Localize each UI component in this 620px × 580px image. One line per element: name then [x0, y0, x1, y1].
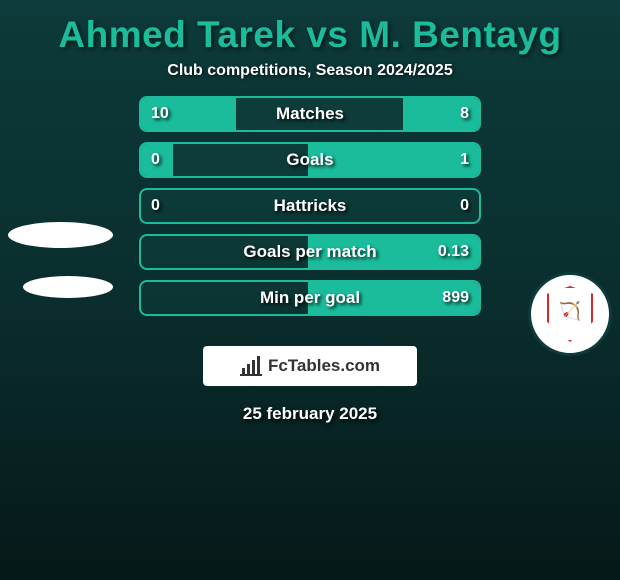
- stat-label: Goals: [286, 150, 333, 170]
- stat-left-value: 10: [151, 105, 169, 123]
- bar-chart-icon: [240, 356, 262, 376]
- placeholder-oval-icon: [23, 276, 113, 298]
- stat-right-value: 8: [460, 105, 469, 123]
- stat-label: Hattricks: [274, 196, 347, 216]
- stat-right-value: 0.13: [438, 243, 469, 261]
- comparison-container: Ahmed Tarek vs M. Bentayg Club competiti…: [0, 0, 620, 424]
- player2-badge: 🏹: [528, 272, 612, 356]
- logo-text: FcTables.com: [268, 356, 380, 376]
- stat-label: Matches: [276, 104, 344, 124]
- stat-row: Goals per match 0.13: [139, 234, 481, 270]
- stat-row: Min per goal 899: [139, 280, 481, 316]
- stat-label: Min per goal: [260, 288, 360, 308]
- page-title: Ahmed Tarek vs M. Bentayg: [0, 0, 620, 62]
- placeholder-oval-icon: [8, 222, 113, 248]
- source-logo: FcTables.com: [203, 346, 417, 386]
- stat-label: Goals per match: [243, 242, 376, 262]
- stats-bars: 10Matches80Goals10Hattricks0Goals per ma…: [139, 96, 481, 326]
- stat-right-value: 899: [442, 289, 469, 307]
- stat-right-value: 0: [460, 197, 469, 215]
- club-badge-icon: 🏹: [528, 272, 612, 356]
- stat-row: 0 Goals 1: [139, 142, 481, 178]
- stat-row: 10 Matches 8: [139, 96, 481, 132]
- stat-right-value: 1: [460, 151, 469, 169]
- stat-left-value: 0: [151, 151, 160, 169]
- stat-row: 0 Hattricks 0: [139, 188, 481, 224]
- stat-left-value: 0: [151, 197, 160, 215]
- date-label: 25 february 2025: [0, 404, 620, 424]
- shield-icon: 🏹: [547, 286, 593, 342]
- main-area: 🏹 10Matches80Goals10Hattricks0Goals per …: [0, 102, 620, 332]
- player1-avatar: [8, 222, 113, 298]
